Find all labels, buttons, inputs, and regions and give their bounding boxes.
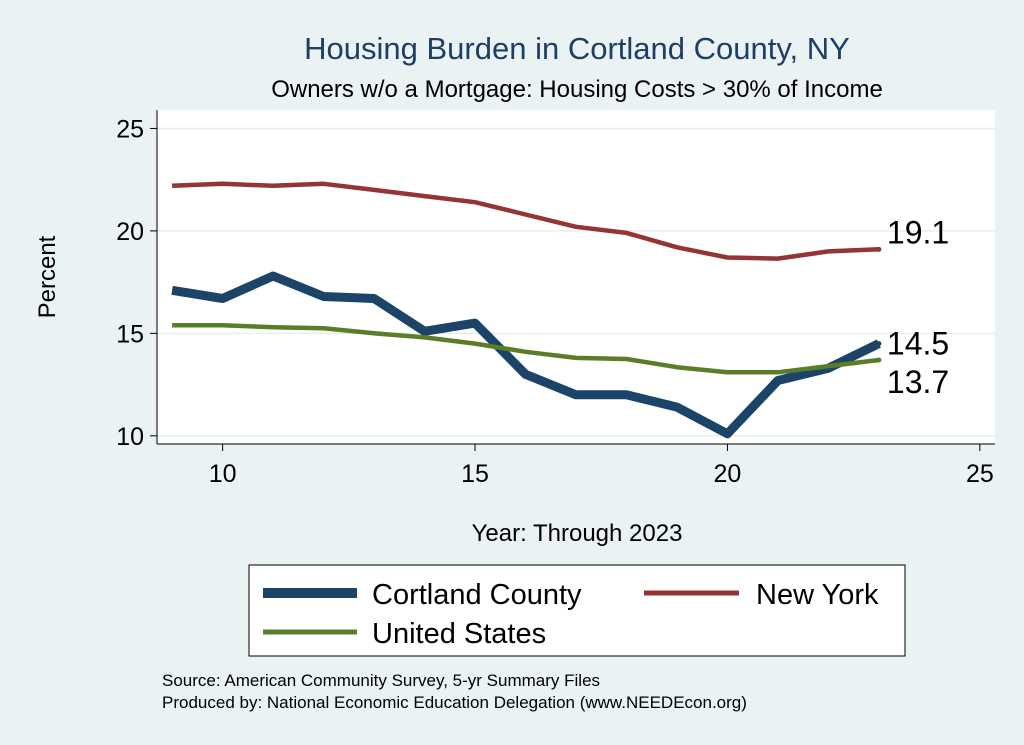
end-point-cortland-county [876,341,882,347]
chart-subtitle: Owners w/o a Mortgage: Housing Costs > 3… [271,76,883,103]
x-tick-label-15: 15 [461,460,489,488]
series-line-cortland-county [171,271,881,439]
y-tick-label-10: 10 [116,423,144,451]
x-axis-label: Year: Through 2023 [472,520,683,547]
series-line-new-york [172,181,879,261]
end-label-new-york: 19.1 [887,214,949,250]
producer-note: Produced by: National Economic Education… [162,693,747,712]
end-label-united-states: 13.7 [887,364,949,400]
legend-label-cortland-county: Cortland County [372,579,582,611]
legend-item-cortland-county: Cortland County [263,579,582,611]
y-tick-label-15: 15 [116,320,144,348]
series-lines [171,181,881,439]
end-point-new-york [876,246,882,252]
end-label-cortland-county: 14.5 [887,326,949,362]
legend-item-new-york: New York [644,579,879,611]
legend-item-united-states: United States [263,618,546,650]
x-tick-label-25: 25 [966,460,994,488]
x-tick-label-10: 10 [209,460,237,488]
grid-lines [157,127,995,437]
legend-label-new-york: New York [756,579,879,611]
end-point-united-states [876,357,882,363]
source-note: Source: American Community Survey, 5-yr … [162,671,600,690]
y-axis-label: Percent [34,235,61,318]
legend-box [248,564,906,657]
end-labels: 14.5 19.1 13.7 [876,214,949,400]
chart-title: Housing Burden in Cortland County, NY [304,31,850,66]
y-tick-label-20: 20 [116,218,144,246]
x-tick-label-20: 20 [714,460,742,488]
plot-area [157,110,995,444]
ticks: 10 15 20 25 10 15 20 25 [116,115,994,488]
series-line-united-states [172,322,880,375]
y-tick-label-25: 25 [116,115,144,143]
legend-label-united-states: United States [372,618,546,650]
